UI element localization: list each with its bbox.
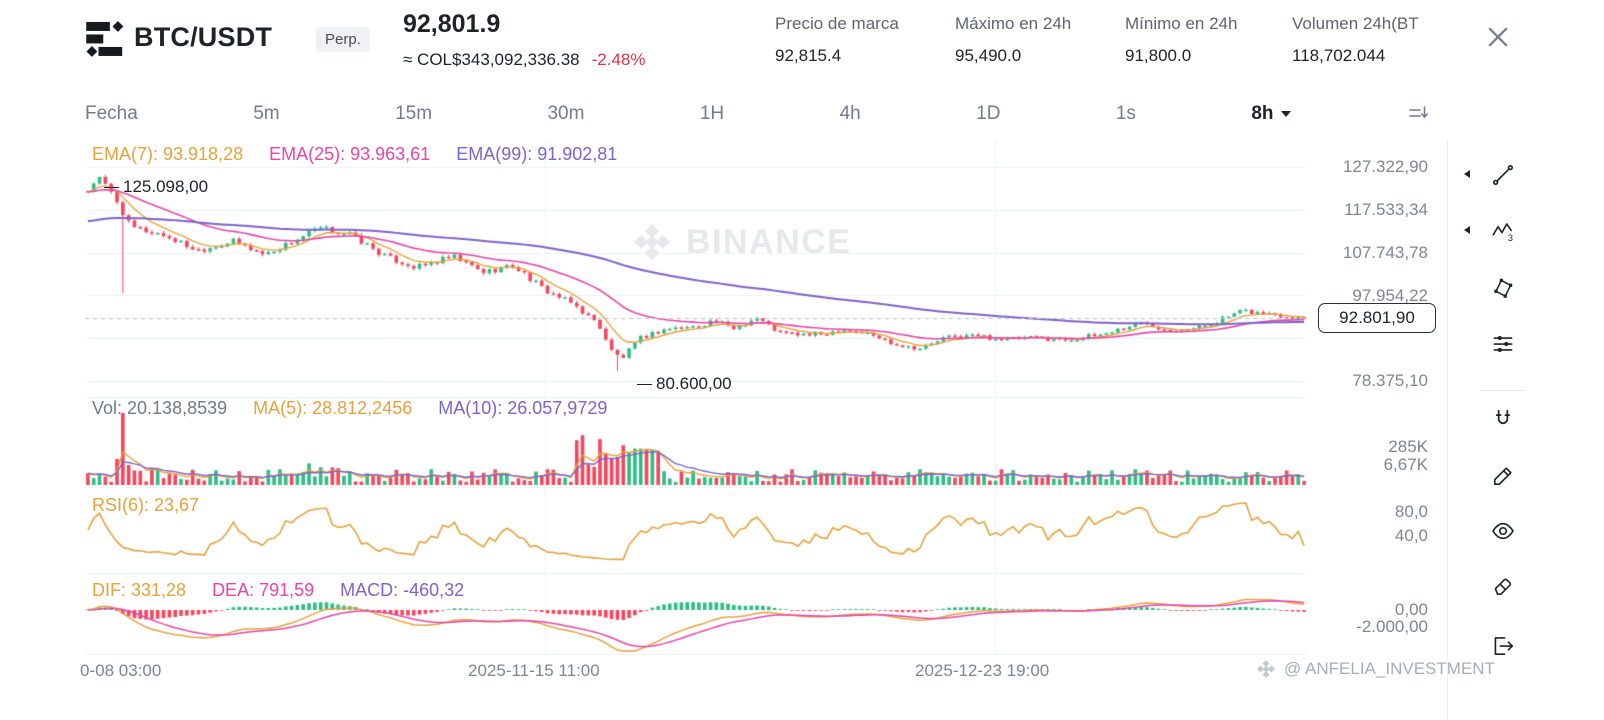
credit-watermark: @ ANFELIA_INVESTMENT [1256,659,1495,679]
collapse-arrow-icon[interactable] [1464,170,1470,178]
eye-icon [1492,522,1514,540]
elliott-wave-icon: 3 [1492,223,1513,243]
low-price-annotation: 80.600,00 [637,374,732,394]
chevron-down-icon [1280,110,1291,117]
x-axis-label: 2025-12-23 19:00 [915,661,1050,680]
interval-1s[interactable]: 1s [1115,103,1136,124]
rsi-indicator-row: RSI(6): 23,67 [92,495,199,516]
macd-axis-label: 0,00 [1394,600,1428,619]
stat-label: Volumen 24h(BT [1292,14,1419,33]
last-price-tag: 92.801,90 [1318,303,1436,333]
binance-logo [86,21,130,62]
interval-fecha[interactable]: Fecha [85,103,138,124]
macd-axis-label: -2.000,00 [1356,617,1428,636]
watermark-text: BINANCE [686,222,852,261]
collapse-arrow-icon[interactable] [1464,226,1470,234]
rsi-label: RSI(6): 23,67 [92,495,200,515]
price-axis-label: 107.743,78 [1342,243,1428,262]
close-button[interactable] [1483,23,1513,53]
annotation-line [637,383,652,385]
interval-4h[interactable]: 4h [839,103,861,124]
volume-axis-label: 6,67K [1383,455,1428,474]
trend-line-tool[interactable] [1490,162,1516,188]
indicator-lines-tool[interactable] [1490,331,1516,357]
stat-24h-high: Máximo en 24h 95,490.0 [955,14,1071,66]
stat-label: Máximo en 24h [955,14,1072,33]
rsi-axis-label: 40,0 [1394,526,1428,545]
stat-label: Mínimo en 24h [1125,14,1238,33]
fiat-equivalent: ≈ COL$343,092,336.38 [403,50,580,69]
interval-1H[interactable]: 1H [699,103,725,124]
eraser-icon [1494,578,1512,596]
toolbar-divider [1480,390,1526,391]
price-axis-label: 127.322,90 [1342,157,1428,176]
high-price-annotation: 125.098,00 [104,177,208,197]
stat-mark-price: Precio de marca 92,815.4 [775,14,899,66]
stat-value: 118,702.044 [1292,46,1386,65]
interval-30m[interactable]: 30m [547,103,585,124]
volume-indicator-row: Vol: 20.138,8539 MA(5): 28.812,2456 MA(1… [92,398,607,419]
volume-axis-label: 285K [1388,437,1428,456]
dif-label: DIF: 331,28 [92,580,187,600]
ema99-label: EMA(99): 91.902,81 [456,144,618,164]
macd-label: MACD: -460,32 [340,580,465,600]
binance-diamond-icon [1257,660,1275,678]
x-axis-label: 2025-11-15 11:00 [468,661,600,680]
binance-watermark: BINANCE [632,222,851,262]
price-axis-label: 117.533,34 [1344,200,1428,219]
interval-toolbar: Fecha 5m 15m 30m 1H 4h 1D 1s 8h [85,97,1430,131]
export-tool[interactable] [1490,633,1516,659]
stat-value: 92,815.4 [775,46,842,65]
stat-label: Precio de marca [775,14,899,33]
dea-label: DEA: 791,59 [212,580,315,600]
annotation-line [104,186,119,188]
interval-8h[interactable]: 8h [1251,103,1291,125]
volume-label: Vol: 20.138,8539 [92,398,228,418]
elliott-wave-tool[interactable]: 3 [1490,218,1516,244]
last-price: 92,801.9 [403,10,501,38]
stat-24h-volume: Volumen 24h(BT 118,702.044 [1292,14,1419,66]
pencil-icon [1493,467,1512,486]
trend-line-icon [1492,164,1514,186]
perp-badge: Perp. [316,27,370,52]
pencil-tool[interactable] [1490,463,1516,489]
magnet-tool[interactable] [1490,407,1516,433]
price-axis-label: 78.375,10 [1352,371,1428,390]
chart-settings-icon [1409,106,1428,118]
symbol-title: BTC/USDT [134,22,273,52]
x-axis-label: 0-08 03:00 [80,661,162,680]
interval-15m[interactable]: 15m [395,103,433,124]
eye-tool[interactable] [1490,518,1516,544]
indicator-lines-icon [1493,335,1513,353]
magnet-icon [1495,409,1511,425]
vol-ma10-label: MA(10): 26.057,9729 [438,398,608,418]
binance-diamond-icon [634,224,670,260]
macd-indicator-row: DIF: 331,28 DEA: 791,59 MACD: -460,32 [92,580,464,601]
export-icon [1494,637,1514,655]
stat-value: 91,800.0 [1125,46,1192,65]
ema25-label: EMA(25): 93.963,61 [269,144,431,164]
eraser-tool[interactable] [1490,573,1516,599]
svg-text:3: 3 [1508,233,1513,243]
interval-1D[interactable]: 1D [976,103,1001,124]
xabcd-pattern-tool[interactable] [1490,275,1516,301]
close-icon [1488,27,1508,47]
stat-24h-low: Mínimo en 24h 91,800.0 [1125,14,1237,66]
pattern-icon [1494,278,1513,298]
ema-indicator-row: EMA(7): 93.918,28 EMA(25): 93.963,61 EMA… [92,144,617,165]
ema7-label: EMA(7): 93.918,28 [92,144,244,164]
rsi-axis-label: 80,0 [1394,502,1428,521]
drawing-toolbar: 3 [1447,140,1603,720]
vol-ma5-label: MA(5): 28.812,2456 [253,398,413,418]
price-chart-canvas[interactable] [85,140,1307,655]
price-subline: ≈ COL$343,092,336.38 -2.48% [403,50,646,70]
price-axis-label: 97.954,22 [1352,286,1428,305]
change-percent: -2.48% [591,50,646,69]
interval-5m[interactable]: 5m [253,103,280,124]
chart-settings-button[interactable] [1406,102,1430,126]
stat-value: 95,490.0 [955,46,1022,65]
